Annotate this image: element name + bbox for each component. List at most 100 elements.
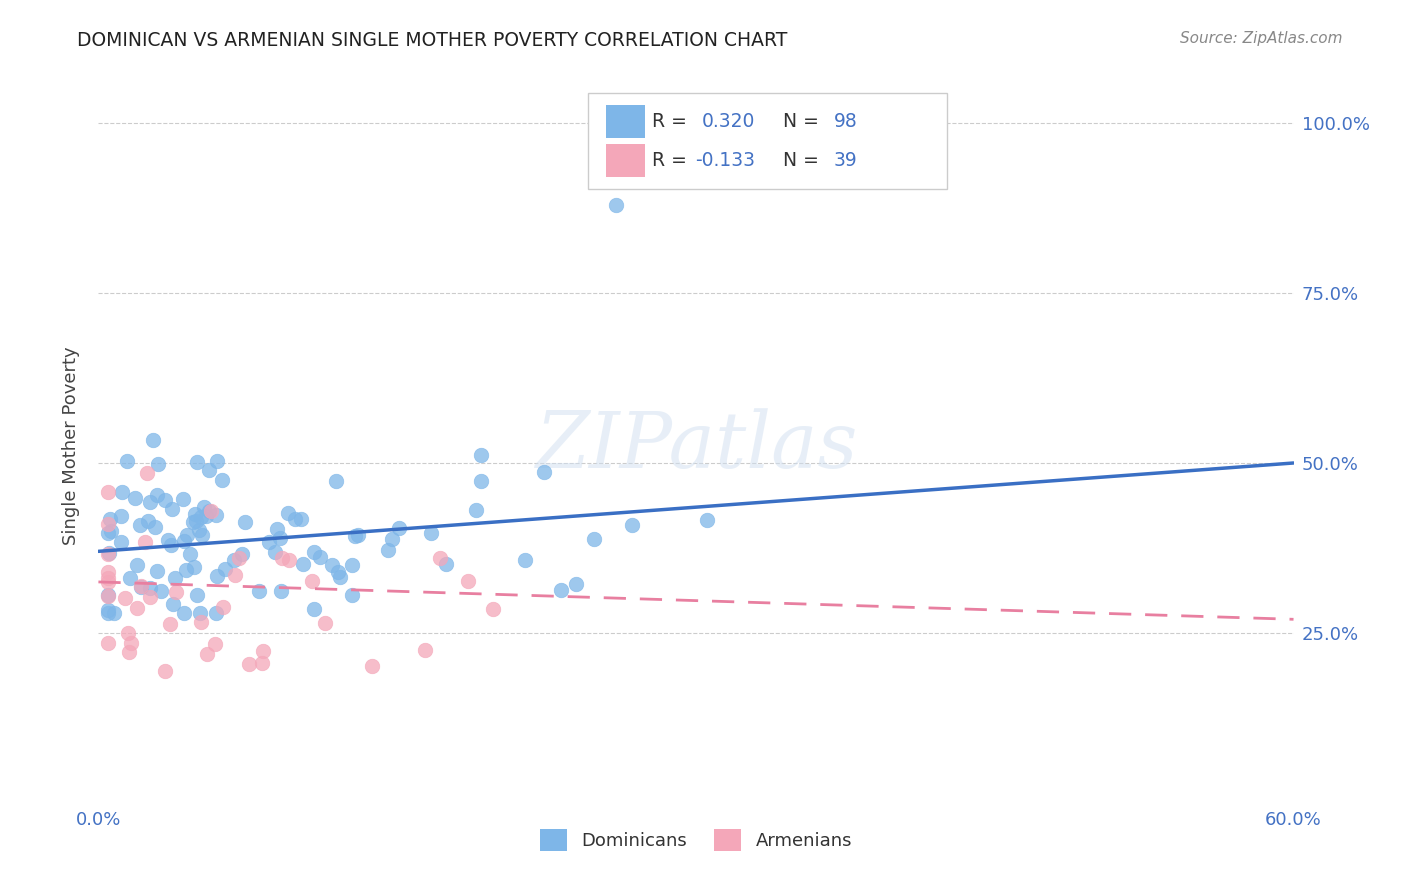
Point [457, 574, 479, 588]
Point [136, 515, 159, 529]
Point [97, 606, 120, 620]
Point [361, 658, 384, 673]
Point [148, 457, 170, 471]
Point [605, 198, 627, 212]
Point [160, 538, 183, 552]
Point [186, 455, 208, 469]
Point [252, 644, 274, 658]
Text: Source: ZipAtlas.com: Source: ZipAtlas.com [1180, 31, 1343, 46]
Point [205, 454, 228, 468]
Point [314, 615, 336, 630]
Point [302, 545, 325, 559]
Point [165, 584, 187, 599]
Point [97, 603, 120, 617]
Point [205, 508, 228, 522]
Point [269, 532, 291, 546]
Point [179, 547, 201, 561]
Point [211, 474, 233, 488]
Point [97, 571, 120, 585]
Point [308, 549, 330, 564]
Point [325, 474, 347, 488]
Point [97, 525, 120, 540]
Point [277, 553, 299, 567]
Point [120, 571, 142, 585]
Text: -0.133: -0.133 [695, 151, 755, 170]
Point [100, 524, 122, 538]
Point [533, 466, 555, 480]
Point [160, 501, 183, 516]
Point [97, 565, 120, 579]
Point [329, 570, 352, 584]
Point [228, 550, 250, 565]
Point [143, 520, 166, 534]
Point [290, 512, 312, 526]
Point [277, 507, 299, 521]
Point [214, 562, 236, 576]
Point [381, 532, 404, 546]
Point [470, 475, 492, 489]
FancyBboxPatch shape [606, 105, 644, 137]
Point [231, 547, 253, 561]
Point [172, 492, 194, 507]
Point [97, 635, 120, 649]
Point [204, 637, 226, 651]
Point [110, 509, 132, 524]
Point [224, 567, 246, 582]
Text: R =: R = [652, 151, 693, 170]
Point [270, 584, 292, 599]
Point [257, 535, 280, 549]
Point [188, 606, 211, 620]
Point [621, 517, 644, 532]
Point [205, 569, 228, 583]
Point [190, 510, 212, 524]
Point [429, 551, 451, 566]
Point [159, 616, 181, 631]
Point [302, 602, 325, 616]
Point [212, 599, 235, 614]
Point [117, 626, 139, 640]
Point [194, 509, 217, 524]
Text: 0.320: 0.320 [702, 112, 755, 131]
Point [301, 574, 323, 588]
FancyBboxPatch shape [606, 145, 644, 177]
Point [120, 636, 142, 650]
Point [103, 606, 125, 620]
Point [413, 643, 436, 657]
Point [266, 522, 288, 536]
Point [419, 525, 441, 540]
Point [186, 588, 208, 602]
Point [340, 558, 363, 573]
Point [129, 578, 152, 592]
Point [187, 523, 209, 537]
Point [163, 571, 186, 585]
Point [118, 645, 141, 659]
Point [377, 543, 399, 558]
Point [292, 557, 315, 571]
Point [565, 577, 588, 591]
Point [247, 583, 270, 598]
Text: 39: 39 [834, 151, 858, 170]
Point [347, 528, 370, 542]
Text: N =: N = [783, 112, 825, 131]
Point [238, 657, 260, 672]
Point [176, 527, 198, 541]
FancyBboxPatch shape [589, 93, 948, 189]
Point [250, 656, 273, 670]
Point [181, 515, 204, 529]
Point [191, 528, 214, 542]
Point [481, 601, 503, 615]
Point [97, 516, 120, 531]
Point [183, 559, 205, 574]
Point [193, 500, 215, 515]
Point [146, 565, 169, 579]
Point [550, 582, 572, 597]
Point [284, 512, 307, 526]
Point [195, 647, 218, 661]
Point [183, 507, 205, 521]
Point [98, 546, 121, 560]
Point [233, 515, 256, 529]
Point [388, 521, 411, 535]
Point [111, 485, 134, 500]
Point [190, 615, 212, 629]
Point [271, 551, 294, 566]
